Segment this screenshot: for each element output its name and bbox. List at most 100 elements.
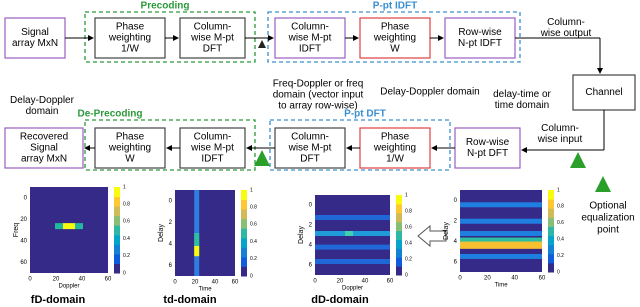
colorbar xyxy=(548,190,554,200)
block-label: weighting xyxy=(373,33,416,44)
block-label: Signal xyxy=(30,143,58,154)
plot-caption: td-domain xyxy=(163,294,216,306)
colorbar xyxy=(396,266,402,276)
colorbar xyxy=(396,212,402,223)
y-tick-label: 2 xyxy=(169,220,173,226)
plot-caption: dD-domain xyxy=(311,294,369,306)
y-tick-label: 60 xyxy=(20,260,27,266)
colorbar-tick-label: 0.2 xyxy=(250,256,257,262)
block-label: wise M-pt xyxy=(190,33,234,44)
colorbar xyxy=(241,247,247,258)
heat-cell xyxy=(345,231,353,236)
colorbar-tick-label: 0.8 xyxy=(405,208,412,214)
x-tick-label: 60 xyxy=(232,280,239,286)
x-tick-label: 20 xyxy=(53,277,60,283)
heat-cell xyxy=(315,259,390,264)
x-tick-label: 0 xyxy=(313,279,317,285)
x-tick-label: 20 xyxy=(337,279,344,285)
marker xyxy=(258,40,266,48)
x-axis-label: Time xyxy=(494,283,508,289)
y-tick-label: 20 xyxy=(20,217,27,223)
colorbar xyxy=(241,209,247,220)
block xyxy=(572,74,636,111)
x-tick-label: 40 xyxy=(362,279,369,285)
colorbar xyxy=(114,234,120,245)
block-label: Phase xyxy=(116,22,145,33)
x-tick-label: 0 xyxy=(458,276,462,282)
colorbar-tick-label: 0.4 xyxy=(557,237,564,243)
block xyxy=(94,17,166,59)
colorbar xyxy=(241,266,247,277)
colorbar xyxy=(548,217,554,227)
x-tick-label: 0 xyxy=(28,277,32,283)
heat-cell xyxy=(460,218,542,224)
label: Delay-Doppler xyxy=(10,95,75,106)
block-label: 1/W xyxy=(121,44,139,55)
colorbar-tick-label: 1 xyxy=(557,187,560,193)
block-label: wise M-pt xyxy=(288,143,332,154)
label: Delay-Doppler domain xyxy=(380,87,480,98)
heat-cell xyxy=(460,231,542,236)
block xyxy=(179,127,246,169)
colorbar-tick-label: 0.6 xyxy=(405,224,412,230)
block-label: N-pt IDFT xyxy=(458,38,502,49)
group-box xyxy=(84,11,256,63)
colorbar-tick-label: 0 xyxy=(123,270,126,276)
block-label: Recovered xyxy=(20,132,68,143)
block-label: Phase xyxy=(381,132,410,143)
plot-caption: fD-domain xyxy=(31,294,86,306)
colorbar xyxy=(548,226,554,237)
y-tick-label: 40 xyxy=(20,238,27,244)
colorbar-tick-label: 0.6 xyxy=(557,220,564,226)
group-title: P-pt DFT xyxy=(344,109,386,120)
x-tick-label: 60 xyxy=(539,276,546,282)
y-tick-label: 6 xyxy=(454,259,458,265)
colorbar xyxy=(241,199,247,210)
colorbar xyxy=(114,263,120,274)
colorbar-tick-label: 0.6 xyxy=(123,219,130,225)
x-tick-label: 20 xyxy=(192,280,199,286)
colorbar xyxy=(114,215,120,226)
heat-cell xyxy=(460,237,542,242)
block-label: DFT xyxy=(300,154,319,165)
heat-cell xyxy=(460,240,542,249)
heatmap xyxy=(30,187,108,273)
y-tick-label: 4 xyxy=(169,241,173,247)
block-label: array MxN xyxy=(12,38,58,49)
heat-cell xyxy=(460,202,542,208)
group-title: Precoding xyxy=(141,1,190,12)
colorbar xyxy=(548,235,554,246)
block-label: Channel xyxy=(585,87,622,98)
colorbar-tick-label: 0.4 xyxy=(405,240,412,246)
block xyxy=(94,127,166,169)
heat-cell xyxy=(315,244,390,250)
block-label: Column- xyxy=(291,22,329,33)
colorbar-tick-label: 0.4 xyxy=(123,236,130,242)
block-label: IDFT xyxy=(299,44,321,55)
colorbar xyxy=(114,206,120,217)
colorbar-tick-label: 0.2 xyxy=(123,253,130,259)
x-axis-label: Time xyxy=(198,287,212,293)
block xyxy=(4,17,66,59)
x-tick-label: 60 xyxy=(387,279,394,285)
label: Freq-Doppler or freq xyxy=(273,79,364,90)
colorbar xyxy=(241,256,247,267)
label: delay-time or xyxy=(493,89,551,100)
block-label: weighting xyxy=(108,33,151,44)
equalization-triangle xyxy=(595,176,611,192)
y-tick-label: 2 xyxy=(309,223,313,229)
x-tick-label: 0 xyxy=(173,280,177,286)
block-label: IDFT xyxy=(201,154,223,165)
y-tick-label: 0 xyxy=(454,198,458,204)
y-axis-label: Freq xyxy=(13,223,20,238)
block-label: Phase xyxy=(116,132,145,143)
block-label: Row-wise xyxy=(458,27,502,38)
heat-cell xyxy=(315,215,390,220)
label: to array row-wise) xyxy=(278,101,357,112)
colorbar xyxy=(548,262,554,273)
colorbar-tick-label: 0 xyxy=(557,269,560,275)
heat-cell xyxy=(75,223,83,230)
y-tick-label: 6 xyxy=(169,263,173,269)
block xyxy=(274,17,346,59)
